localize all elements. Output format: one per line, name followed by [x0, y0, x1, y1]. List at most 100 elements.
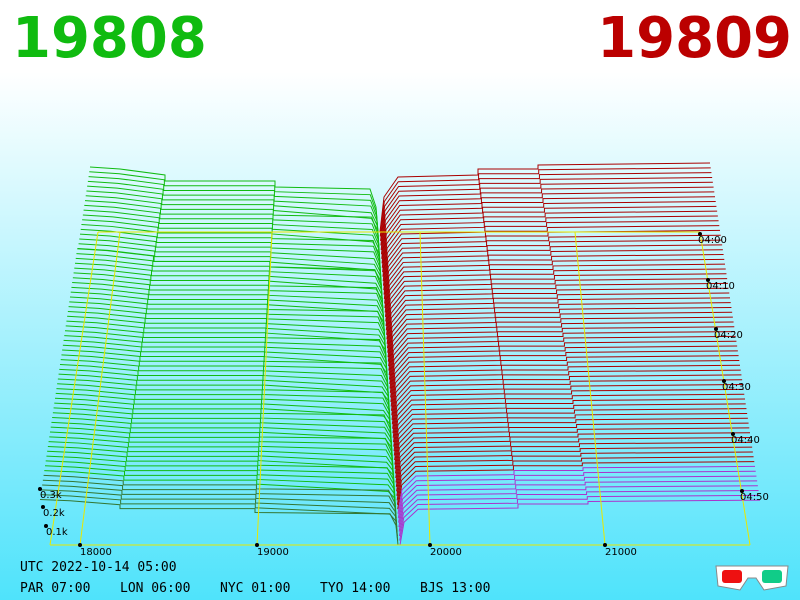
bid-depth-line [59, 364, 391, 420]
grid-line [256, 231, 273, 546]
bid-depth-line [57, 378, 392, 434]
ask-depth-line [384, 249, 723, 313]
tick-dot [78, 543, 82, 547]
bid-depth-line [58, 373, 392, 429]
tick-dot [731, 432, 735, 436]
ask-depth-line [384, 254, 724, 318]
clock: NYC 01:00 [220, 581, 291, 596]
ask-depth-line [393, 393, 745, 447]
ask-depth-line [386, 273, 727, 335]
bid-depth-line [73, 272, 386, 335]
grid [49, 231, 751, 546]
bid-depth-line [69, 296, 387, 358]
clock: PAR 07:00 [20, 581, 91, 596]
depth-lines [39, 162, 761, 546]
bid-depth-line [89, 171, 379, 237]
bid-depth-line [87, 185, 380, 250]
bid-depth-line [71, 286, 386, 349]
ask-depth-line [393, 403, 746, 456]
ask-depth-line [396, 446, 753, 496]
ask-depth-line [397, 461, 755, 510]
bid-depth-line [52, 417, 394, 470]
ask-depth-line [381, 201, 716, 268]
volume-label: 0.1k [46, 527, 68, 538]
ask-depth-line [392, 388, 744, 443]
ask-depth-line [396, 451, 753, 501]
bid-depth-line [87, 180, 380, 246]
bid-depth-line [49, 436, 395, 487]
bid-depth-line [89, 166, 379, 233]
bid-depth-line [85, 195, 381, 259]
ask-depth-line [391, 359, 740, 416]
price-label: 21000 [605, 547, 637, 558]
bid-depth-line [84, 200, 381, 264]
bid-depth-line [86, 190, 380, 255]
volume-label: 0.3k [40, 490, 62, 501]
price-label: 18000 [80, 547, 112, 558]
ask-depth-line [389, 326, 735, 385]
bid-depth-line [70, 291, 387, 353]
bid-depth-line [53, 407, 394, 461]
bid-depth-line [48, 441, 396, 492]
bid-depth-line [74, 262, 385, 326]
ask-depth-line [392, 374, 742, 429]
ask-depth-line [398, 490, 759, 537]
bid-depth-line [54, 402, 393, 456]
ask-depth-line [398, 485, 758, 532]
bid-depth-line [44, 470, 397, 519]
bid-depth-line [63, 339, 390, 398]
ask-depth-line [382, 215, 718, 282]
ask-depth-line [396, 456, 754, 505]
axis-labels: 18000 19000 20000 21000 0.3k 0.2k 0.1k 04:00 04:… [38, 232, 769, 558]
bid-depth-line [67, 315, 388, 376]
ask-depth-line [385, 263, 726, 326]
ask-depth-line [398, 475, 757, 523]
ask-depth-line [397, 465, 756, 514]
bid-depth-line [66, 320, 388, 380]
ask-depth-line [382, 210, 718, 277]
bid-depth-line [62, 344, 390, 402]
utc-time: UTC 2022-10-14 05:00 [20, 560, 177, 575]
time-label: 04:00 [698, 235, 727, 246]
bid-depth-line [45, 460, 397, 510]
ask-depth-line [395, 437, 751, 487]
ask-depth-line [380, 172, 712, 242]
bid-depth-line [82, 214, 382, 277]
bid-depth-line [55, 392, 393, 447]
bid-depth-line [72, 277, 386, 340]
ask-depth-line [380, 186, 714, 255]
ask-depth-line [384, 239, 722, 304]
volume-label: 0.2k [43, 508, 65, 519]
ask-depth-line [392, 379, 743, 434]
ask-depth-line [399, 494, 760, 541]
grid-line [79, 231, 121, 546]
ask-depth-line [392, 384, 743, 438]
tick-dot [41, 505, 45, 509]
bid-depth-line [67, 310, 388, 371]
bid-depth-line [44, 465, 397, 514]
ask-depth-line [390, 350, 738, 407]
clock: BJS 13:00 [420, 581, 491, 596]
ask-depth-line [389, 335, 736, 394]
ask-depth-line [384, 244, 723, 309]
bid-depth-line [42, 479, 398, 528]
ask-depth-line [387, 292, 730, 353]
ask-depth-line [390, 355, 739, 411]
bid-depth-line [50, 426, 395, 478]
ask-depth-line [396, 441, 752, 492]
ask-depth-line [395, 432, 751, 483]
tick-dot [698, 232, 702, 236]
ask-depth-line [389, 331, 736, 389]
ask-depth-line [398, 480, 758, 528]
ask-depth-line [391, 364, 741, 420]
bid-depth-line [59, 368, 391, 425]
ask-depth-line [394, 408, 747, 461]
grid-line [49, 231, 99, 546]
3d-glasses-icon[interactable] [712, 560, 792, 596]
bid-depth-line [64, 330, 389, 389]
ask-depth-line [382, 205, 717, 273]
bid-depth-line [75, 257, 385, 322]
ask-depth-line [380, 176, 713, 246]
ask-depth-line [394, 422, 749, 474]
